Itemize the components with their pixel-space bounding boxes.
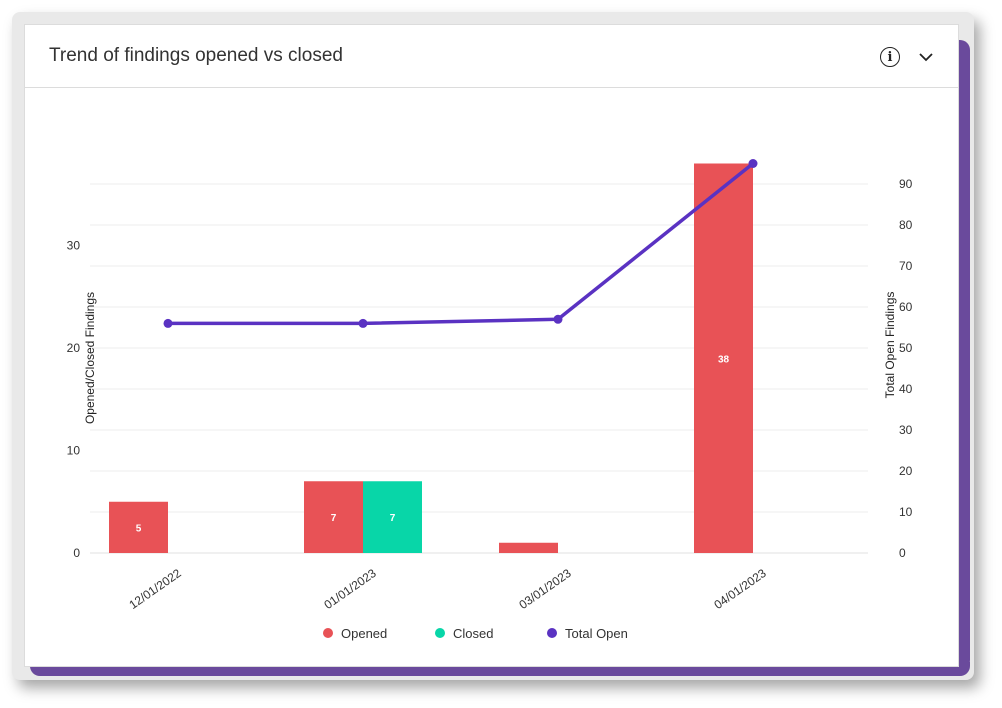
legend-marker (323, 628, 333, 638)
card-header: Trend of findings opened vs closed i (25, 25, 958, 88)
bar-label-opened: 5 (136, 523, 142, 534)
bar-closed (363, 481, 422, 553)
bar-opened (109, 501, 168, 553)
info-icon[interactable]: i (880, 47, 900, 67)
y-right-tick-label: 50 (899, 341, 913, 355)
x-tick-label: 01/01/2023 (321, 566, 378, 612)
x-tick-label: 04/01/2023 (711, 566, 768, 612)
card-title: Trend of findings opened vs closed (49, 45, 343, 66)
bar-label-opened: 7 (331, 513, 337, 524)
legend-marker (435, 628, 445, 638)
legend-label: Opened (341, 626, 387, 641)
y-right-tick-label: 20 (899, 464, 913, 478)
bar-label-closed: 7 (390, 513, 396, 524)
bar-opened (694, 163, 753, 553)
y-left-tick-label: 0 (73, 546, 80, 560)
legend-marker (547, 628, 557, 638)
y-right-tick-label: 60 (899, 300, 913, 314)
legend-label: Closed (453, 626, 493, 641)
y-right-axis-title: Total Open Findings (883, 292, 897, 399)
line-total-open (168, 162, 755, 326)
chart-card: Trend of findings opened vs closed i (24, 24, 959, 667)
y-right-tick-label: 30 (899, 423, 913, 437)
legend-label: Total Open (565, 626, 628, 641)
y-right-tick-label: 80 (899, 218, 913, 232)
x-tick-label: 12/01/2022 (126, 566, 183, 612)
line-point-total-open (358, 318, 368, 328)
bar-label-opened: 38 (718, 354, 730, 365)
y-right-tick-label: 90 (899, 177, 913, 191)
y-left-tick-label: 10 (67, 444, 81, 458)
y-left-tick-label: 30 (67, 239, 81, 253)
line-point-total-open (748, 159, 758, 168)
y-left-tick-label: 20 (67, 341, 81, 355)
y-right-tick-label: 0 (899, 546, 906, 560)
y-right-tick-label: 10 (899, 505, 913, 519)
line-point-total-open (163, 318, 173, 328)
chevron-down-icon[interactable] (916, 47, 936, 67)
line-point-total-open (553, 314, 563, 324)
y-right-tick-label: 40 (899, 382, 913, 396)
bar-opened (304, 481, 363, 553)
bar-opened (499, 542, 558, 553)
y-left-axis-title: Opened/Closed Findings (83, 292, 97, 424)
y-right-tick-label: 70 (899, 259, 913, 273)
x-tick-label: 03/01/2023 (516, 566, 573, 612)
